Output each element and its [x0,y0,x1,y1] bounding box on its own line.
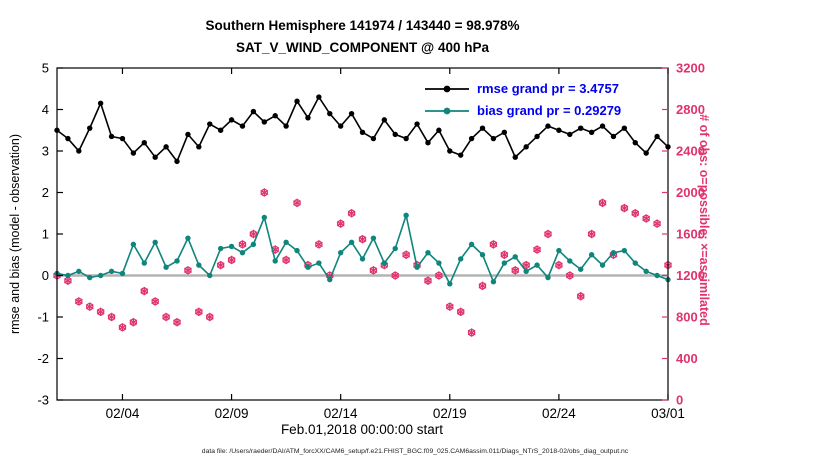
legend: rmse grand pr = 3.4757 bias grand pr = 0… [424,81,621,118]
chart-subtitle: SAT_V_WIND_COMPONENT @ 400 hPa [236,40,489,55]
y-tick-label-left: 3 [42,144,49,159]
y-tick-label-left: 5 [42,61,49,76]
y-axis-label-right: # of obs: o=possible; ×=assimilated [697,114,711,326]
y-tick-label-left: 2 [42,185,49,200]
y-tick-label-right: 1200 [676,268,705,283]
y-tick-label-left: 4 [42,102,49,117]
legend-label-bias: bias grand pr = 0.29279 [477,103,622,118]
y-tick-label-left: 0 [42,268,49,283]
x-tick-label: 02/04 [106,406,140,421]
legend-item-bias: bias grand pr = 0.29279 [424,103,621,118]
y-tick-label-right: 1600 [676,227,705,242]
y-tick-label-right: 400 [676,351,698,366]
x-tick-label: 03/01 [651,406,685,421]
y-tick-label-right: 2400 [676,144,705,159]
bias-line-sample [425,107,469,114]
y-tick-label-right: 0 [676,393,683,408]
rmse-line-sample [425,85,469,92]
y-tick-label-left: -3 [37,393,49,408]
bias-line [56,212,669,286]
x-tick-label: 02/09 [215,406,249,421]
x-tick-label: 02/19 [433,406,467,421]
rmse-markers [54,94,671,165]
y-tick-label-left: 1 [42,227,49,242]
y-tick-label-left: -2 [37,351,49,366]
y-tick-label-right: 2800 [676,102,705,117]
y-tick-label-right: 800 [676,310,698,325]
legend-label-rmse: rmse grand pr = 3.4757 [477,81,619,96]
x-tick-label: 02/24 [542,406,576,421]
x-tick-label: 02/14 [324,406,358,421]
y-tick-label-right: 2000 [676,185,705,200]
y-tick-label-right: 3200 [676,61,705,76]
legend-item-rmse: rmse grand pr = 3.4757 [424,81,621,96]
y-tick-label-left: -1 [37,310,49,325]
data-file-caption: data file: /Users/raeder/DAI/ATM_forcXX/… [201,448,629,455]
chart-title: Southern Hemisphere 141974 / 143440 = 98… [205,18,520,33]
x-axis-label: Feb.01,2018 00:00:00 start [280,422,444,437]
obs-markers [53,188,672,337]
bias-markers [54,212,671,287]
y-axis-label-left: rmse and bias (model - observation) [8,133,22,335]
